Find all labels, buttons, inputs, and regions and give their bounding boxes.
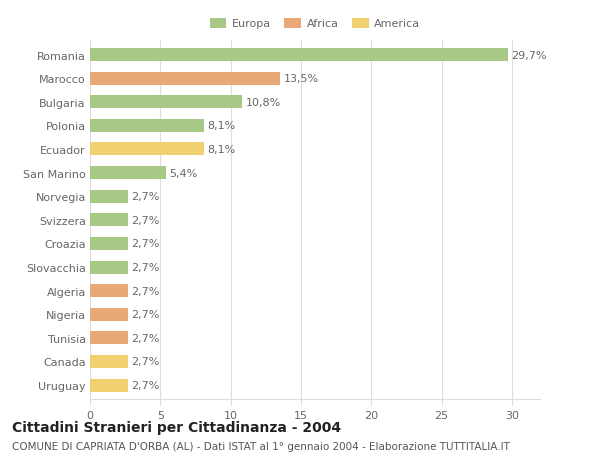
Text: 2,7%: 2,7%: [131, 239, 160, 249]
Text: 2,7%: 2,7%: [131, 333, 160, 343]
Bar: [90, 379, 128, 392]
Bar: [90, 331, 128, 345]
Legend: Europa, Africa, America: Europa, Africa, America: [208, 17, 422, 32]
Text: 13,5%: 13,5%: [283, 74, 319, 84]
Text: 2,7%: 2,7%: [131, 263, 160, 273]
Text: Cittadini Stranieri per Cittadinanza - 2004: Cittadini Stranieri per Cittadinanza - 2…: [12, 420, 341, 434]
Text: 2,7%: 2,7%: [131, 192, 160, 202]
Text: 10,8%: 10,8%: [245, 98, 281, 107]
Bar: [90, 285, 128, 297]
Bar: [90, 237, 128, 250]
Text: 29,7%: 29,7%: [511, 50, 547, 61]
Bar: [90, 143, 204, 156]
Text: 2,7%: 2,7%: [131, 380, 160, 390]
Bar: [90, 355, 128, 368]
Text: 2,7%: 2,7%: [131, 357, 160, 367]
Bar: [90, 49, 508, 62]
Text: 2,7%: 2,7%: [131, 286, 160, 296]
Bar: [90, 214, 128, 227]
Text: 2,7%: 2,7%: [131, 215, 160, 225]
Text: 8,1%: 8,1%: [208, 145, 236, 155]
Bar: [90, 308, 128, 321]
Bar: [90, 73, 280, 85]
Text: 5,4%: 5,4%: [169, 168, 198, 178]
Bar: [90, 261, 128, 274]
Bar: [90, 120, 204, 133]
Text: 2,7%: 2,7%: [131, 309, 160, 319]
Bar: [90, 167, 166, 179]
Text: 8,1%: 8,1%: [208, 121, 236, 131]
Bar: [90, 190, 128, 203]
Bar: [90, 96, 242, 109]
Text: COMUNE DI CAPRIATA D'ORBA (AL) - Dati ISTAT al 1° gennaio 2004 - Elaborazione TU: COMUNE DI CAPRIATA D'ORBA (AL) - Dati IS…: [12, 441, 510, 451]
